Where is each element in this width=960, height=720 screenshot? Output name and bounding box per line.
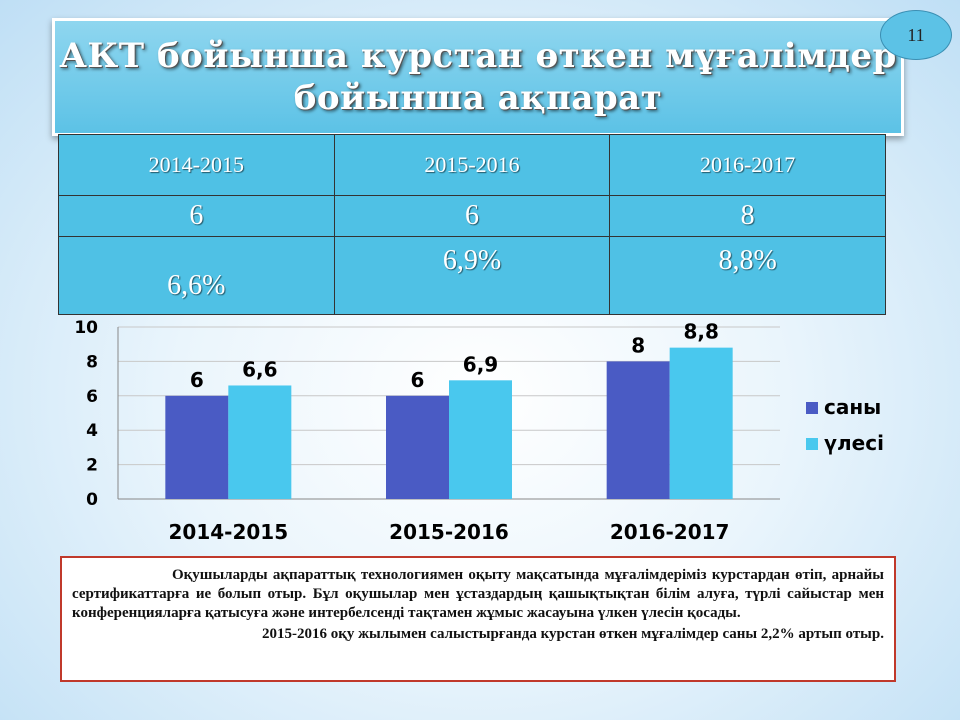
table-cell: 6,9%: [333, 236, 611, 315]
y-tick-label: 2: [86, 456, 98, 476]
legend-swatch: [806, 402, 818, 414]
y-tick-label: 4: [86, 421, 98, 441]
table-cell: 2014-2015: [58, 134, 335, 196]
x-tick-label: 2014-2015: [169, 520, 289, 544]
data-label: 6: [190, 368, 204, 392]
title-line-1: АКТ бойынша курстан өткен мұғалімдер: [59, 36, 897, 76]
x-tick-label: 2016-2017: [610, 520, 730, 544]
page-number-badge: 11: [880, 10, 952, 60]
legend-swatch: [806, 438, 818, 450]
note-summary: 2015-2016 оқу жылымен салыстырғанда курс…: [262, 626, 884, 642]
y-tick-label: 6: [86, 387, 98, 407]
table-cell: 6: [58, 195, 335, 237]
data-label: 6: [411, 368, 425, 392]
bar-chart: 0 2 4 6 8 10 6 6,6 2014-2015 6 6,9 2015-2016 8 8,8 201…: [74, 318, 884, 544]
data-label: 8: [631, 333, 645, 357]
bar: [606, 361, 670, 499]
table-row-years: 2014-2015 2015-2016 2016-2017: [58, 134, 886, 196]
table-cell: 8,8%: [609, 236, 886, 315]
x-tick-label: 2015-2016: [389, 520, 509, 544]
table-cell: 8: [609, 195, 886, 237]
bar: [165, 395, 229, 499]
y-tick-label: 10: [74, 318, 98, 338]
bar: [228, 385, 292, 499]
data-label: 6,9: [463, 352, 498, 376]
bar: [669, 347, 733, 499]
title-line-2: бойынша ақпарат: [293, 78, 663, 118]
data-label: 6,6: [242, 357, 277, 381]
title-banner: АКТ бойынша курстан өткен мұғалімдер бой…: [52, 18, 904, 136]
y-tick-label: 8: [86, 352, 98, 372]
bar: [386, 395, 449, 499]
note-box: Оқушыларды ақпараттық технологиямен оқыт…: [60, 556, 896, 682]
bar: [449, 380, 512, 499]
table-row-percent: 6,6% 6,9% 8,8%: [58, 236, 886, 315]
legend-label: саны: [824, 395, 881, 419]
table-cell: 6,6%: [58, 236, 335, 315]
info-table: 2014-2015 2015-2016 2016-2017 6 6 8 6,6%…: [58, 134, 886, 315]
data-label: 8,8: [683, 320, 718, 344]
y-tick-label: 0: [86, 490, 98, 510]
note-paragraph: Оқушыларды ақпараттық технологиямен оқыт…: [72, 567, 884, 621]
legend-label: үлесі: [824, 431, 884, 455]
